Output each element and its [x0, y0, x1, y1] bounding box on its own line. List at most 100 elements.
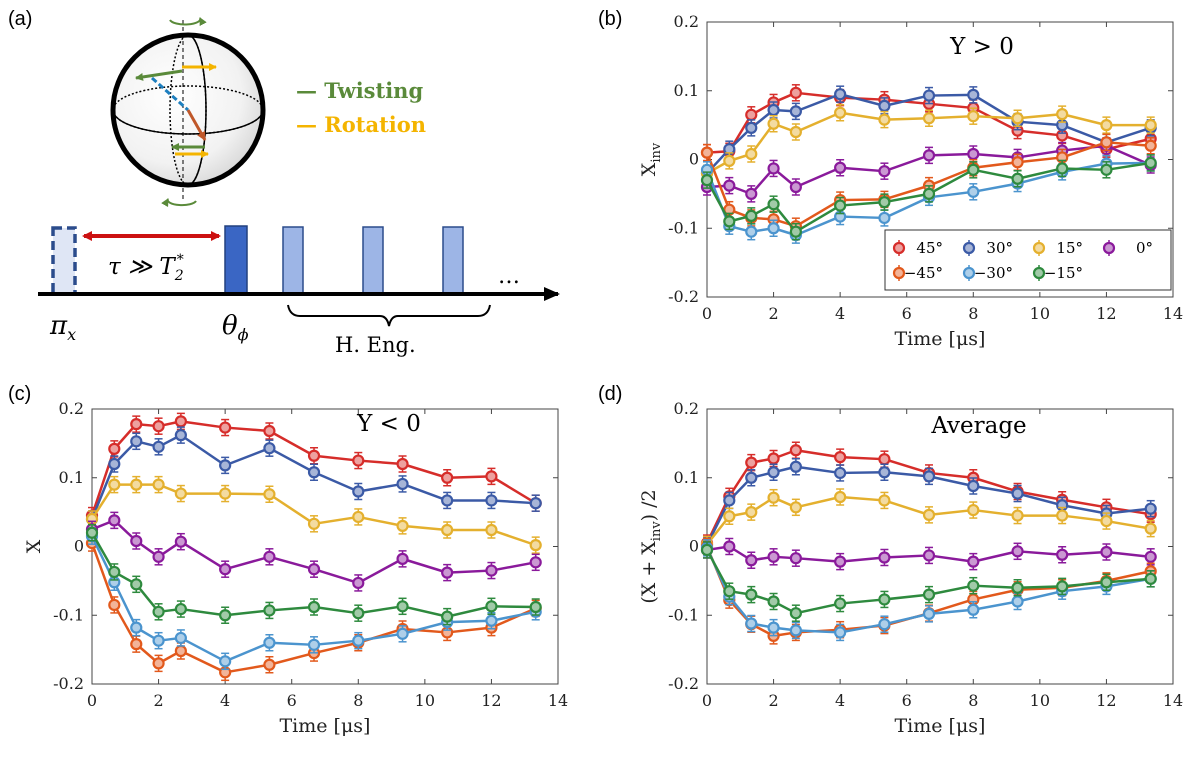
legend-label: 0° [1136, 239, 1153, 257]
x-tick-label: 12 [1096, 304, 1116, 323]
data-point [789, 607, 802, 620]
data-point [745, 187, 758, 200]
x-tick-label: 0 [702, 304, 712, 323]
data-point [723, 510, 736, 523]
x-tick-label: 0 [87, 691, 97, 710]
data-point [1011, 595, 1024, 608]
data-point [834, 555, 847, 568]
data-point [723, 585, 736, 598]
data-point [130, 534, 143, 548]
data-point [1100, 514, 1113, 528]
data-point [174, 644, 187, 658]
x-tick-label: 10 [1030, 304, 1050, 323]
data-point [967, 185, 980, 198]
data-point [767, 103, 780, 117]
x-tick-label: 4 [835, 304, 845, 323]
data-point [767, 491, 780, 504]
legend-label: 45° [916, 239, 943, 257]
y-tick-label: -0.1 [668, 218, 699, 237]
data-point [745, 617, 758, 630]
data-point [352, 485, 365, 498]
data-point [1056, 580, 1069, 593]
x-tick-label: 10 [1030, 691, 1050, 710]
y-axis-title-sub: inv [649, 142, 664, 163]
panel-title: Y > 0 [949, 34, 1014, 60]
x-tick-label: 0 [702, 691, 712, 710]
data-point [967, 110, 980, 123]
data-point [1011, 112, 1024, 125]
panel-label-c: (c) [8, 383, 31, 405]
data-point [967, 579, 980, 592]
schematic-panel: — Twisting — Rotation τ ≫ T2* … πx θϕ H.… [38, 17, 560, 357]
data-point [108, 598, 121, 612]
data-point [700, 543, 714, 557]
legend-marker [1032, 266, 1046, 280]
y-tick-label: 0 [74, 537, 84, 556]
data-point [307, 600, 321, 614]
data-point [1100, 136, 1113, 149]
data-point [834, 161, 847, 174]
data-point [352, 510, 365, 524]
data-point [485, 523, 498, 537]
y-axis-title-sub: inv [649, 521, 664, 542]
data-point [922, 607, 936, 620]
data-point [700, 146, 714, 159]
legend-marker [892, 266, 906, 280]
data-point [1100, 545, 1113, 559]
legend-box [884, 229, 1172, 291]
series-line [90, 483, 537, 547]
data-point [878, 494, 891, 507]
data-point [307, 638, 321, 651]
data-point [922, 549, 936, 562]
data-point [441, 523, 454, 537]
y-tick-label: -0.2 [668, 287, 699, 306]
y-tick-label: 0.1 [674, 468, 699, 487]
data-point [352, 634, 365, 647]
data-point [789, 624, 802, 637]
pi-label: πx [49, 311, 76, 344]
data-point [307, 449, 321, 462]
data-point [263, 442, 276, 455]
data-point [967, 479, 980, 493]
legend-label: 15° [1056, 239, 1083, 257]
y-axis-title: X [23, 539, 45, 553]
data-point [767, 466, 780, 479]
data-point [108, 514, 121, 527]
data-point [396, 477, 409, 491]
data-point [1011, 156, 1024, 169]
legend-marker [962, 266, 976, 280]
data-point [834, 626, 847, 639]
series-s15 [700, 104, 1157, 182]
data-point [767, 452, 780, 465]
data-point [529, 497, 542, 510]
x-axis-title: Time [μs] [895, 328, 986, 350]
legend-marker [1102, 241, 1116, 255]
data-point [922, 508, 936, 521]
data-point [967, 555, 980, 568]
y-axis-title-tail: ) /2 [638, 489, 660, 521]
data-point [130, 578, 143, 591]
data-point [878, 211, 891, 225]
data-point [1056, 162, 1069, 175]
data-point [878, 453, 891, 466]
data-point [529, 539, 542, 552]
data-point [174, 487, 187, 500]
data-point [878, 551, 891, 564]
data-point [85, 526, 99, 539]
data-point [130, 435, 143, 448]
heng-label: H. Eng. [335, 333, 416, 357]
data-point [789, 460, 802, 473]
data-point [922, 470, 936, 483]
data-point [152, 478, 165, 491]
data-point [263, 604, 276, 617]
legend-marker [962, 241, 976, 255]
data-point [441, 610, 454, 623]
data-point [1144, 502, 1157, 515]
data-point [108, 565, 121, 579]
series-sm15 [85, 524, 542, 626]
data-point [767, 621, 780, 634]
chart-panel-b: 0 2 4 6 8 10 12 14 -0.2 -0.1 0 0.1 0.2 Time [μs] Xinv Y… [638, 12, 1183, 350]
data-point [263, 658, 276, 671]
data-point [1144, 550, 1157, 563]
data-point [1056, 108, 1069, 121]
